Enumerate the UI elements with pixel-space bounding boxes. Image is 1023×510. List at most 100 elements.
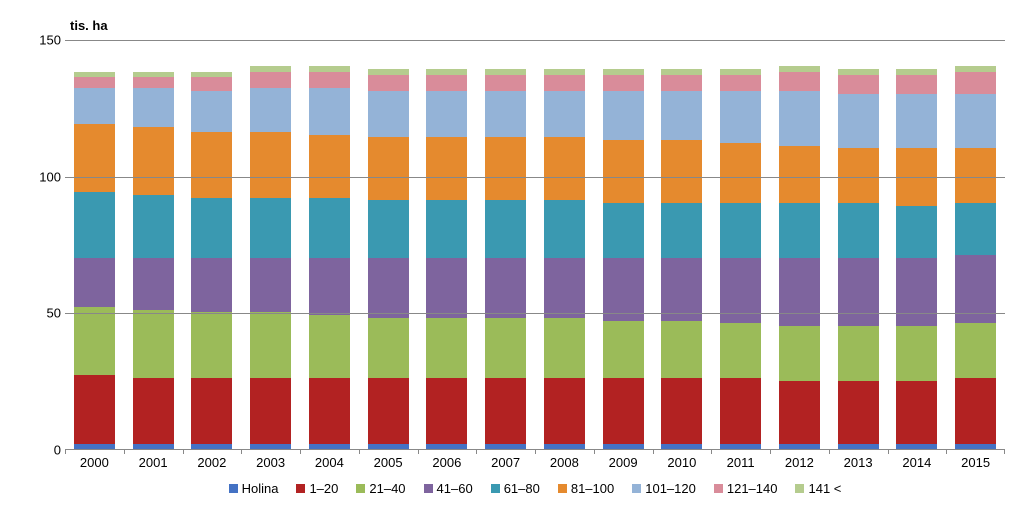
gridline <box>65 40 1005 41</box>
bar-segment <box>191 91 232 132</box>
bar-segment <box>603 140 644 203</box>
bar-segment <box>426 378 467 444</box>
bar-segment <box>74 88 115 124</box>
x-tick-mark <box>829 449 830 454</box>
bar-segment <box>309 378 350 444</box>
bar-segment <box>544 200 585 257</box>
y-tick-label: 150 <box>21 33 61 48</box>
bar-segment <box>426 75 467 91</box>
x-tick-label: 2008 <box>550 455 579 470</box>
bar-slot: 2008 <box>535 40 594 449</box>
x-tick-mark <box>418 449 419 454</box>
bar-segment <box>896 258 937 326</box>
stacked-bar <box>250 66 291 449</box>
bar-segment <box>426 318 467 378</box>
bar-segment <box>955 203 996 255</box>
bar-segment <box>485 318 526 378</box>
legend-item: 121–140 <box>714 481 778 496</box>
bar-segment <box>661 91 702 140</box>
bar-segment <box>544 378 585 444</box>
bar-segment <box>191 132 232 198</box>
x-tick-mark <box>888 449 889 454</box>
legend-item: Holina <box>229 481 279 496</box>
y-tick-label: 100 <box>21 169 61 184</box>
bar-segment <box>720 75 761 91</box>
stacked-bar <box>603 69 644 449</box>
bar-segment <box>896 381 937 444</box>
legend-item: 101–120 <box>632 481 696 496</box>
stacked-bar <box>485 69 526 449</box>
bar-slot: 2005 <box>359 40 418 449</box>
bar-segment <box>955 444 996 449</box>
legend-label: Holina <box>242 481 279 496</box>
bar-segment <box>896 444 937 449</box>
bar-segment <box>661 258 702 321</box>
bar-segment <box>955 94 996 149</box>
bar-slot: 2000 <box>65 40 124 449</box>
legend-item: 21–40 <box>356 481 405 496</box>
x-tick-label: 2015 <box>961 455 990 470</box>
stacked-bar <box>368 69 409 449</box>
y-axis-title: tis. ha <box>70 18 108 33</box>
x-tick-label: 2003 <box>256 455 285 470</box>
legend-item: 61–80 <box>491 481 540 496</box>
bar-segment <box>74 77 115 88</box>
bar-segment <box>368 444 409 449</box>
bar-segment <box>485 137 526 200</box>
bar-segment <box>720 444 761 449</box>
legend-swatch <box>714 484 723 493</box>
bar-segment <box>838 381 879 444</box>
bar-segment <box>896 206 937 258</box>
bar-segment <box>661 321 702 378</box>
legend-label: 21–40 <box>369 481 405 496</box>
bar-segment <box>191 198 232 258</box>
x-tick-label: 2005 <box>374 455 403 470</box>
bar-segment <box>603 203 644 258</box>
bar-segment <box>74 307 115 375</box>
bar-segment <box>309 72 350 88</box>
bar-slot: 2001 <box>124 40 183 449</box>
legend-label: 1–20 <box>309 481 338 496</box>
y-tick-label: 50 <box>21 306 61 321</box>
gridline <box>65 177 1005 178</box>
bar-segment <box>603 378 644 444</box>
bar-segment <box>896 94 937 149</box>
bar-segment <box>544 444 585 449</box>
bar-segment <box>309 444 350 449</box>
bar-segment <box>779 91 820 146</box>
x-tick-mark <box>183 449 184 454</box>
x-tick-mark <box>653 449 654 454</box>
bar-slot: 2009 <box>594 40 653 449</box>
bar-segment <box>191 378 232 444</box>
bar-slot: 2013 <box>829 40 888 449</box>
forest-age-stacked-bar-chart: tis. ha 20002001200220032004200520062007… <box>10 10 1013 500</box>
stacked-bar <box>838 69 879 449</box>
bar-slot: 2004 <box>300 40 359 449</box>
x-tick-mark <box>711 449 712 454</box>
legend-label: 81–100 <box>571 481 614 496</box>
bar-segment <box>544 75 585 91</box>
bar-segment <box>368 75 409 91</box>
legend-swatch <box>795 484 804 493</box>
bar-segment <box>955 378 996 444</box>
bar-slot: 2012 <box>770 40 829 449</box>
legend-item: 41–60 <box>424 481 473 496</box>
legend-swatch <box>558 484 567 493</box>
bar-segment <box>485 378 526 444</box>
bar-segment <box>74 444 115 449</box>
bar-segment <box>485 444 526 449</box>
bar-segment <box>603 258 644 321</box>
bar-segment <box>191 77 232 91</box>
x-tick-label: 2006 <box>432 455 461 470</box>
stacked-bar <box>544 69 585 449</box>
bar-segment <box>133 378 174 444</box>
bar-segment <box>485 91 526 137</box>
bar-segment <box>250 132 291 198</box>
bar-segment <box>74 258 115 307</box>
legend-swatch <box>424 484 433 493</box>
x-tick-label: 2010 <box>667 455 696 470</box>
bar-slot: 2015 <box>946 40 1005 449</box>
x-tick-label: 2007 <box>491 455 520 470</box>
bar-segment <box>603 444 644 449</box>
stacked-bar <box>133 72 174 449</box>
